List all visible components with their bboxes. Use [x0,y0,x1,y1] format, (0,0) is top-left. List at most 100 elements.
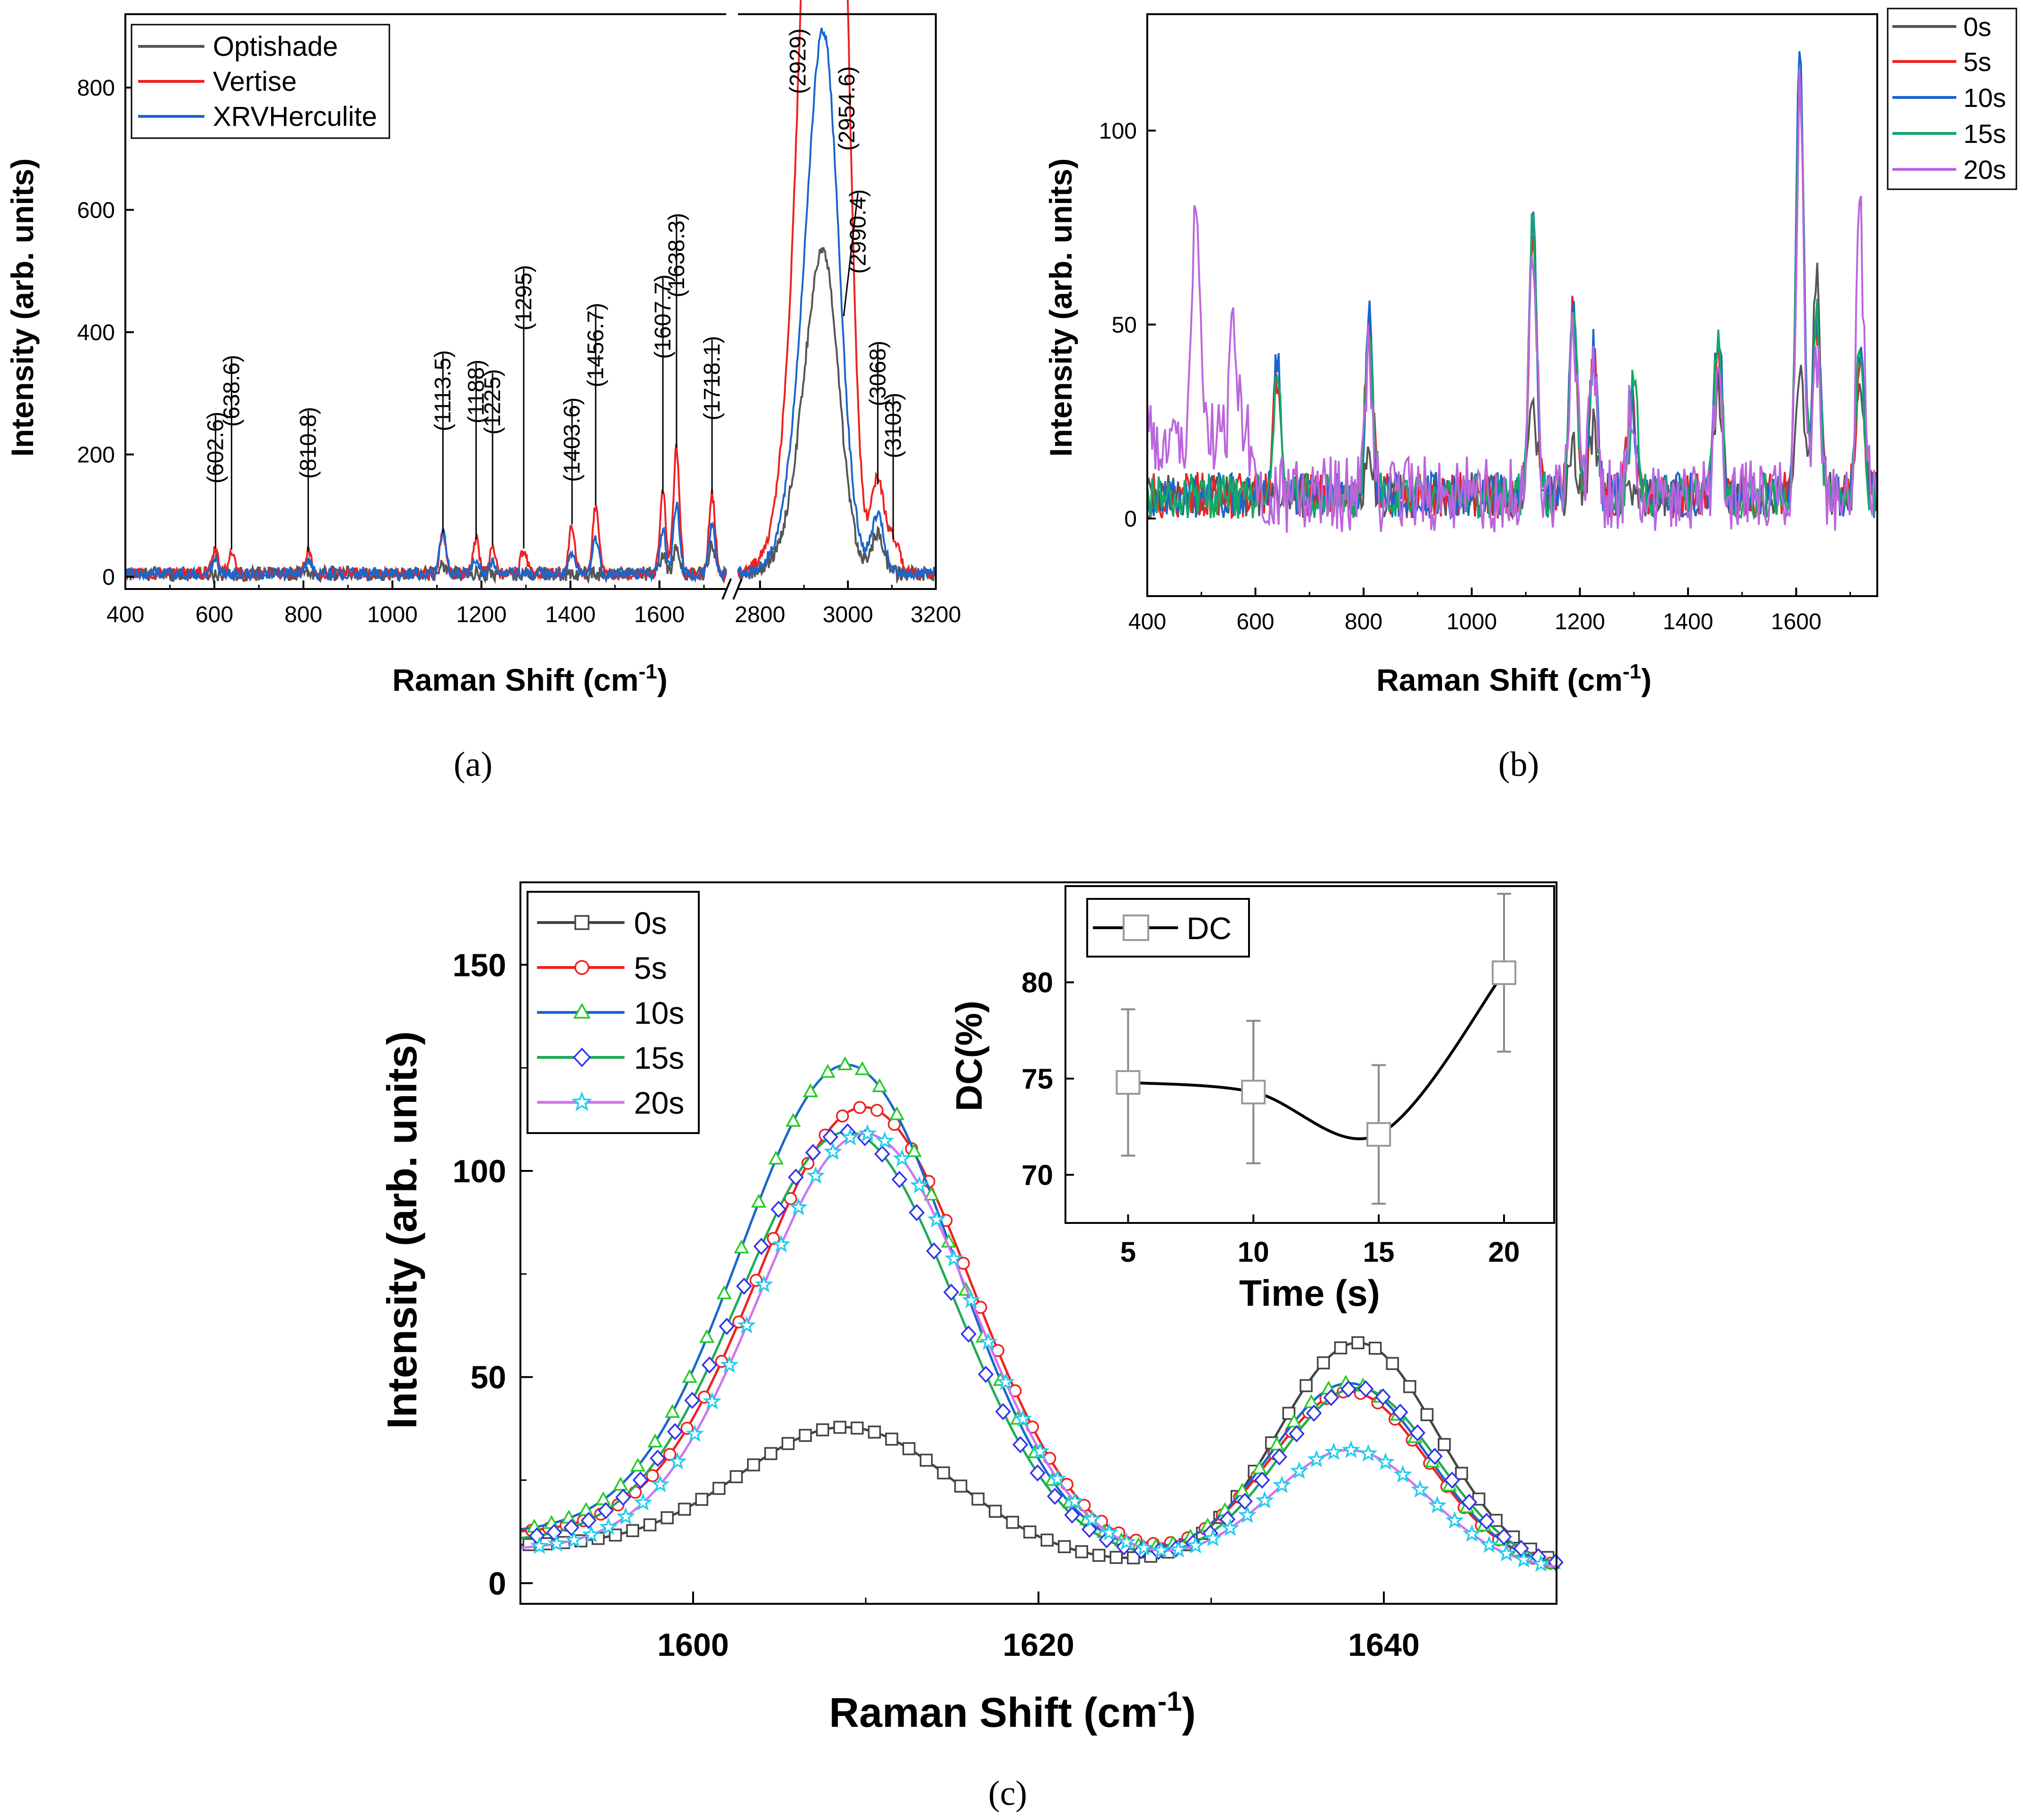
legend-label-10s: 10s [1963,83,2006,113]
data-point-20s [1531,1554,1550,1572]
y-tick-label: 200 [77,443,115,468]
data-point-20s [806,1166,825,1184]
series-line-5s [520,1106,1557,1566]
y-tick-label: 400 [77,320,115,345]
data-point-20s [841,1127,860,1146]
panel-a-x-axis-title: Raman Shift (cm-1) [392,660,668,697]
data-point-0s [1023,1525,1037,1539]
data-point-0s [989,1504,1002,1518]
data-point-10s [924,1187,939,1201]
data-point-0s [937,1466,950,1480]
data-point-20s [1204,1529,1223,1547]
axis-break-mark [721,578,732,600]
data-point-10s [647,1433,663,1448]
x-tick-label: 3000 [823,602,873,627]
panel-a-axes: 400 600 800 1000 1200 1400 1600 2800 3000 3200 0 20… [77,13,961,627]
data-point-0s [782,1437,795,1450]
y-tick-label: 0 [1124,507,1137,532]
inset-y-tick-label: 80 [1021,967,1053,998]
data-point-0s [712,1482,726,1495]
data-point-15s [1047,1487,1063,1505]
panel-c-legend: 0s 5s 10s 15s 20s [527,891,700,1134]
y-tick-label: 0 [102,565,115,590]
data-point-0s [1058,1540,1071,1553]
legend-marker-15s [572,1047,591,1067]
data-point-0s [868,1425,881,1439]
legend-label-5s: 5s [1963,47,1991,77]
data-point-0s [678,1503,691,1516]
x-tick-label: 400 [1128,609,1166,634]
inset-x-tick-label: 15 [1363,1236,1395,1268]
legend-label-optishade: Optishade [213,31,338,62]
data-point-0s [695,1493,708,1506]
x-tick-label: 800 [1345,609,1382,634]
inset-y-tick-label: 70 [1021,1159,1053,1191]
data-point-0s [1109,1551,1123,1564]
x-tick-label: 1200 [1555,609,1605,634]
inset-x-tick-label: 5 [1120,1236,1136,1268]
data-point-20s [1013,1409,1032,1427]
panel-c-y-axis-title: Intensity (arb. units) [378,1031,425,1429]
data-point-15s [632,1471,649,1489]
data-point-20s [1169,1540,1188,1558]
data-point-0s [1040,1533,1054,1547]
legend-marker-20s [571,1091,593,1111]
data-point-15s [1409,1424,1425,1442]
panel-a-y-axis-title: Intensity (arb. units) [5,158,40,457]
data-point-15s [1271,1448,1287,1466]
data-point-15s [1323,1389,1339,1407]
legend-label-xrvherculite: XRVHerculite [213,101,377,132]
inset-y-axis-title: DC(%) [948,1001,990,1111]
data-point-10s [803,1083,818,1098]
data-point-15s [1012,1436,1029,1453]
data-point-0s [1438,1438,1451,1451]
data-point-20s [1307,1450,1326,1468]
data-point-10s [768,1151,784,1165]
series-line-xrvherculite-right [737,27,937,581]
data-point-20s [1376,1452,1395,1470]
axis-break-mark [732,578,743,600]
data-point-20s [1393,1465,1412,1483]
x-tick-label: 1000 [1446,609,1497,634]
peak-annotation: (2954.6) [835,66,860,151]
inset-x-axis-title: Time (s) [1239,1272,1380,1314]
data-point-10s [872,1078,888,1092]
data-point-5s [663,1448,677,1461]
data-point-10s [734,1239,749,1254]
panel-c-x-axis-title: Raman Shift (cm-1) [829,1686,1196,1736]
data-point-15s [1495,1528,1512,1546]
x-tick-label: 1600 [634,602,685,627]
data-point-20s [1135,1538,1153,1556]
inset-legend-label: DC [1187,911,1231,946]
data-point-15s [926,1242,942,1260]
x-tick-label: 1200 [456,602,507,627]
series-line-xrvherculite-left [124,501,727,583]
y-tick-label: 150 [453,947,506,983]
x-tick-label: 600 [195,602,233,627]
data-point-10s [682,1369,697,1383]
data-point-20s [1273,1476,1292,1494]
data-point-20s [1238,1505,1257,1523]
panel-b-chart: 400 600 800 1000 1200 1400 1600 0 50 100 0s 5s 10… [1043,8,2017,784]
inset-dc-point [1492,960,1517,985]
data-point-20s [772,1235,791,1253]
x-tick-label: 800 [284,602,322,627]
data-point-10s [820,1064,836,1078]
data-point-10s [785,1113,801,1127]
data-point-0s [902,1442,915,1455]
data-point-15s [995,1403,1011,1420]
peak-annotation: (2929) [785,28,810,94]
data-point-5s [957,1257,970,1270]
data-point-15s [701,1356,718,1374]
panel-b-y-axis-title: Intensity (arb. units) [1043,158,1078,457]
data-point-20s [1221,1518,1240,1536]
data-point-10s [889,1106,905,1120]
data-point-0s [764,1447,777,1460]
data-point-20s [1445,1511,1464,1529]
legend-label-0s: 0s [1963,12,1991,42]
series-line-20s [1146,68,1878,533]
data-point-5s [766,1231,780,1245]
panel-b-legend: 0s 5s 10s 15s 20s [1887,8,2017,190]
